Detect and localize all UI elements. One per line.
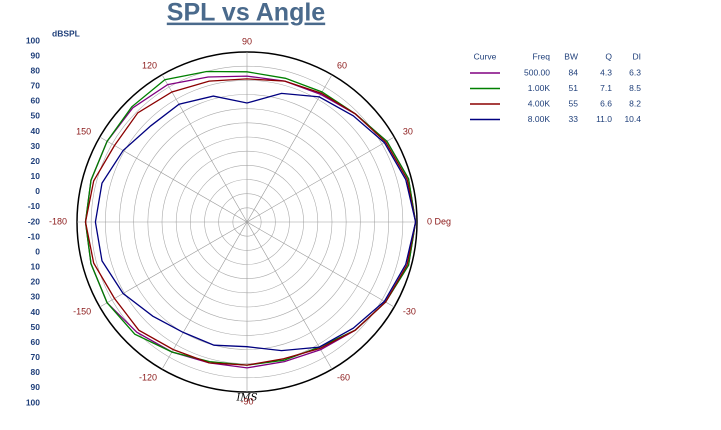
legend-cell: 10.4 — [624, 114, 641, 124]
r-tick-label: 40 — [31, 307, 41, 317]
spoke — [246, 136, 395, 223]
angle-label: 150 — [76, 126, 91, 136]
r-tick-label: 60 — [31, 337, 41, 347]
spoke — [246, 74, 333, 223]
legend-header: Freq — [533, 51, 551, 61]
r-tick-label: -10 — [28, 201, 41, 211]
angle-label: 120 — [142, 60, 157, 70]
r-tick-label: 20 — [31, 277, 41, 287]
angle-label: -150 — [73, 306, 91, 316]
chart-title: SPL vs Angle — [167, 0, 325, 27]
r-tick-label: 30 — [31, 141, 41, 151]
legend-cell: 11.0 — [596, 114, 612, 124]
r-tick-label: 70 — [31, 81, 41, 91]
r-tick-label: 10 — [31, 262, 41, 272]
legend-cell: 6.3 — [629, 67, 641, 77]
spoke — [99, 136, 248, 223]
legend-header: Q — [605, 51, 612, 61]
angle-label: 30 — [403, 126, 413, 136]
legend-header: Curve — [474, 51, 497, 61]
r-tick-label: 50 — [31, 111, 41, 121]
legend-cell: 4.3 — [600, 67, 612, 77]
legend-name: 500.00 — [524, 67, 550, 77]
watermark: IMS — [235, 393, 257, 404]
legend-cell: 7.1 — [600, 83, 612, 93]
r-tick-label: 20 — [31, 156, 41, 166]
legend-name: 4.00K — [528, 98, 551, 108]
legend-cell: 8.2 — [629, 98, 641, 108]
spoke — [99, 221, 248, 308]
angle-label: -30 — [403, 306, 416, 316]
r-tick-label: -10 — [28, 231, 41, 241]
angle-label: 60 — [337, 60, 347, 70]
r-tick-label: -20 — [28, 216, 41, 226]
r-tick-label: 50 — [31, 322, 41, 332]
legend-cell: 55 — [569, 98, 579, 108]
r-tick-label: 60 — [31, 96, 41, 106]
r-tick-label: 0 — [35, 246, 40, 256]
angle-label: -60 — [337, 372, 350, 382]
legend-header: DI — [633, 51, 642, 61]
angle-label: 90 — [242, 36, 252, 46]
legend-name: 8.00K — [528, 114, 551, 124]
r-axis-label: dBSPL — [52, 28, 80, 38]
spoke — [246, 221, 395, 308]
spoke — [161, 221, 248, 370]
angle-label: -120 — [139, 372, 157, 382]
legend-cell: 51 — [569, 83, 579, 93]
r-tick-label: 10 — [31, 171, 41, 181]
r-tick-label: 40 — [31, 126, 41, 136]
legend-cell: 8.5 — [629, 83, 641, 93]
r-tick-label: 70 — [31, 352, 41, 362]
spoke — [246, 221, 333, 370]
legend-header: BW — [564, 51, 578, 61]
r-tick-label: 30 — [31, 292, 41, 302]
series-line — [94, 92, 417, 352]
series-line — [84, 78, 417, 366]
angle-label: -180 — [49, 216, 67, 226]
r-tick-label: 90 — [31, 382, 41, 392]
spoke — [161, 74, 248, 223]
r-tick-label: 100 — [26, 35, 40, 45]
r-tick-label: 80 — [31, 65, 41, 75]
angle-label: -90 — [240, 396, 253, 406]
legend-name: 1.00K — [528, 83, 551, 93]
r-tick-label: 80 — [31, 367, 41, 377]
legend-cell: 6.6 — [600, 98, 612, 108]
legend-cell: 33 — [569, 114, 579, 124]
r-tick-label: 100 — [26, 397, 40, 407]
r-tick-label: 90 — [31, 50, 41, 60]
legend-cell: 84 — [569, 67, 579, 77]
angle-label: 0 Deg — [427, 216, 451, 226]
r-tick-label: 0 — [35, 186, 40, 196]
